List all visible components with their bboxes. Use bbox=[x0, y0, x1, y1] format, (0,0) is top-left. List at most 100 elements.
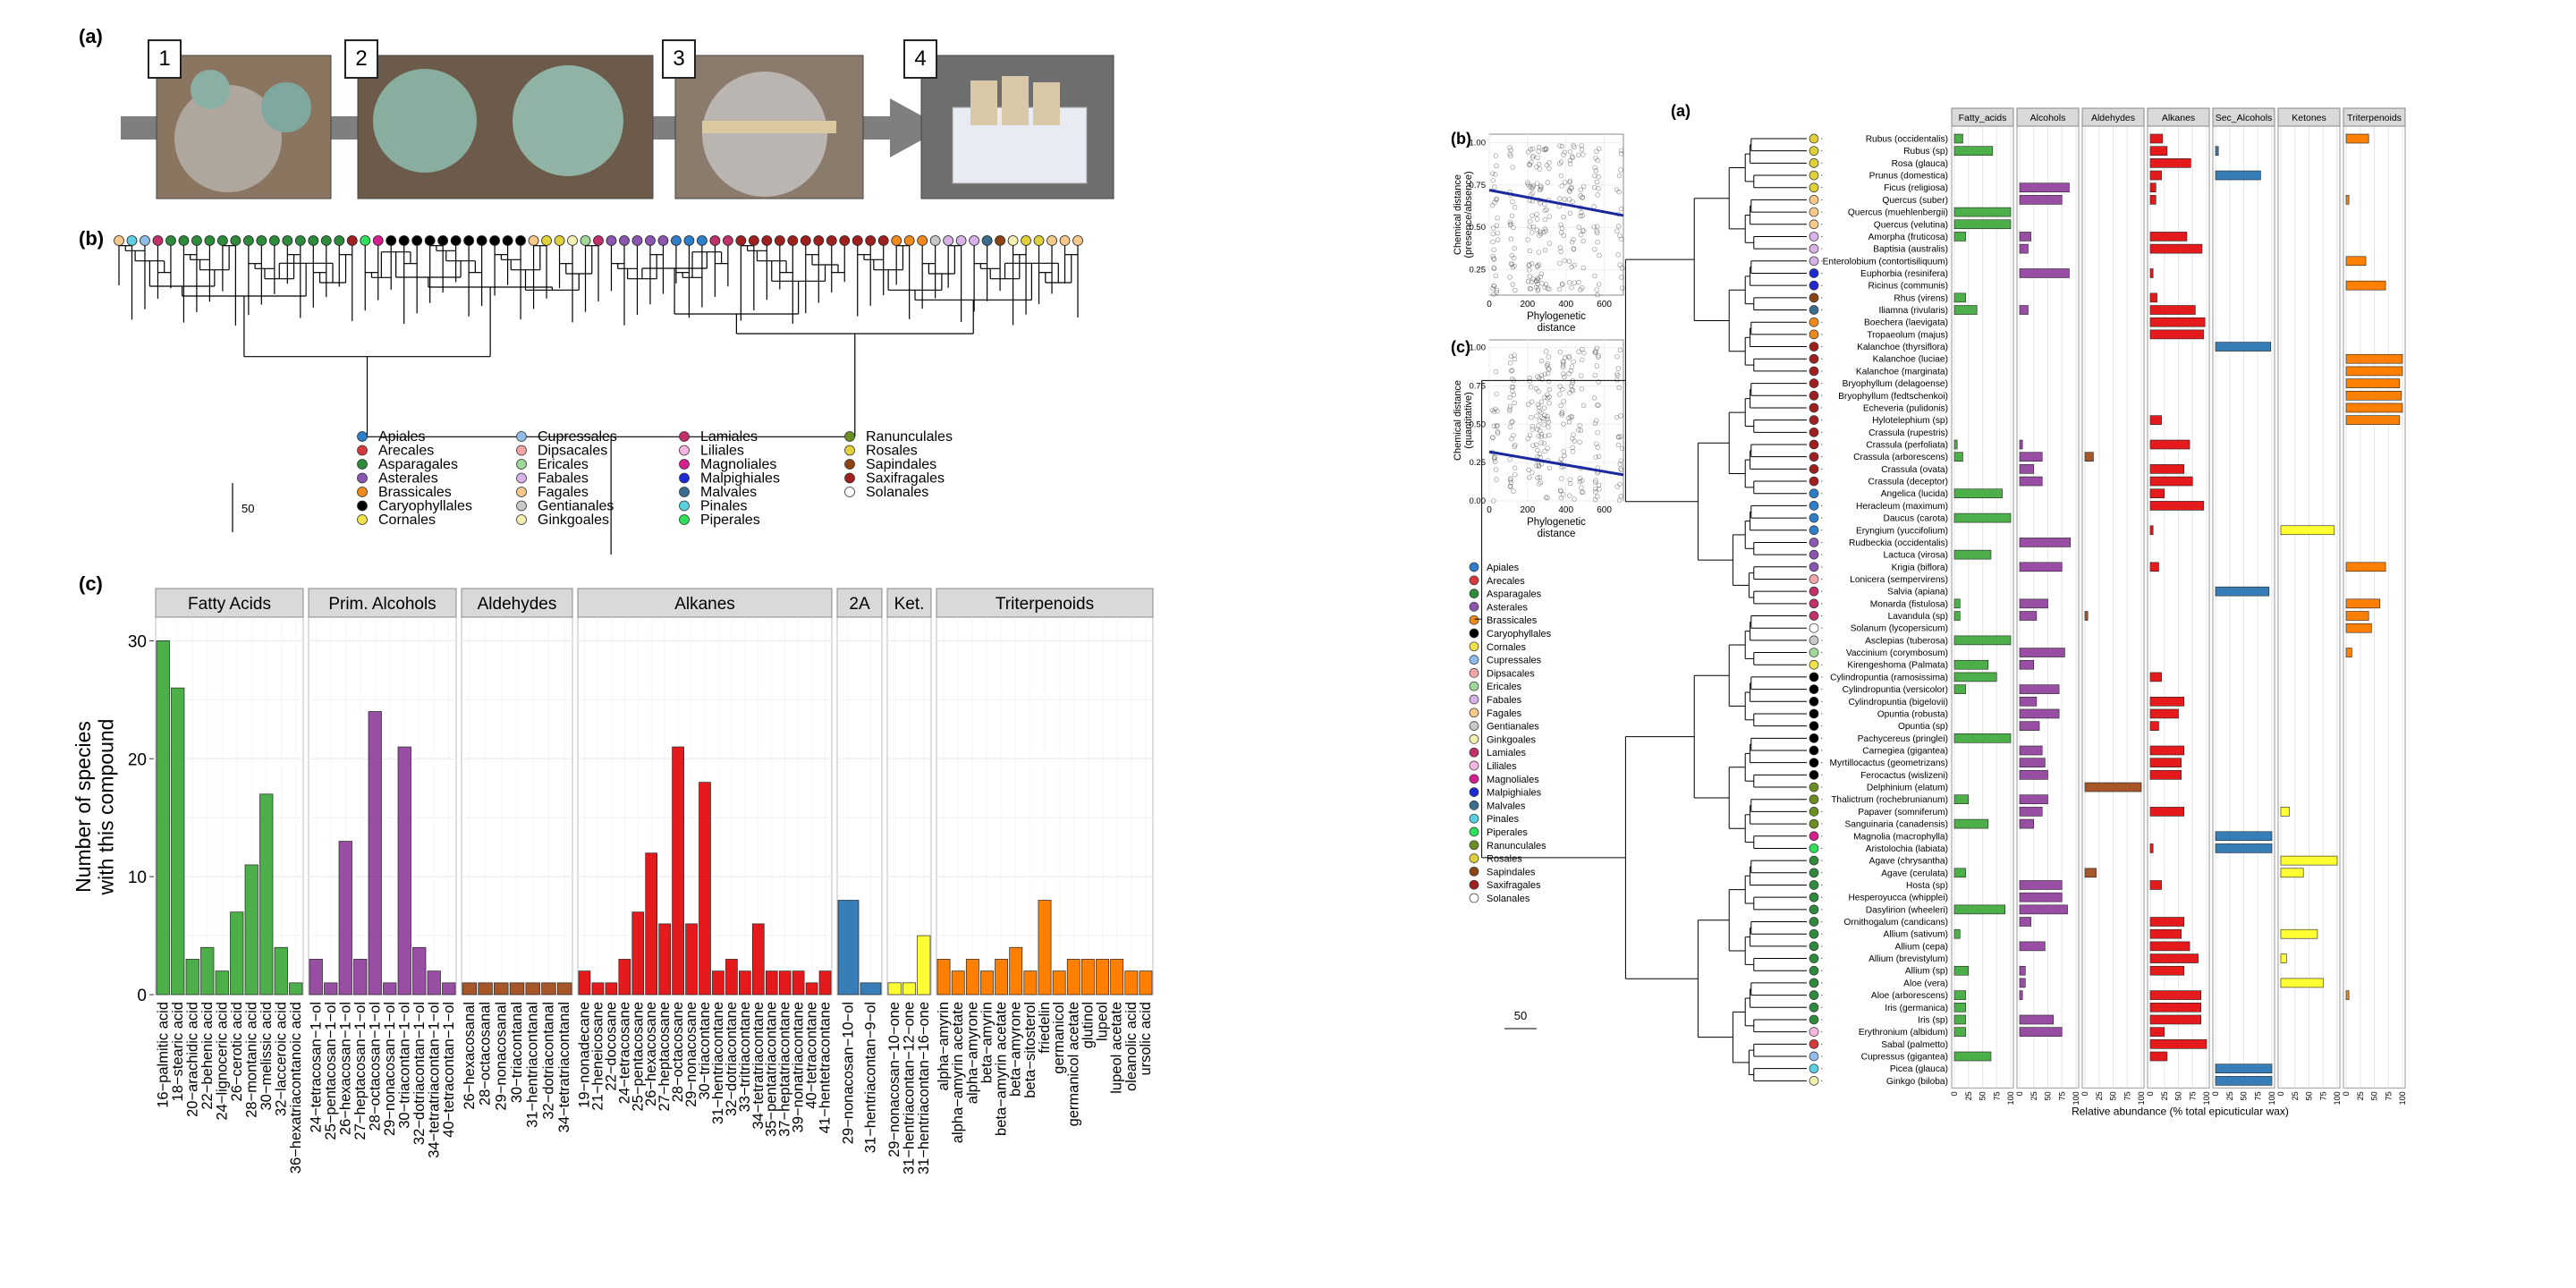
bar bbox=[712, 970, 724, 996]
species-name: Prunus (domestica) bbox=[1869, 172, 1948, 182]
scatter-point bbox=[1536, 262, 1542, 267]
scatter-point bbox=[1509, 376, 1515, 382]
y-tick-label: 30 bbox=[128, 632, 147, 651]
x-tick-label: 100 bbox=[2267, 1091, 2276, 1105]
bar bbox=[427, 970, 441, 996]
step-2-label: 2 bbox=[344, 39, 378, 79]
legend-swatch-arecales bbox=[1469, 575, 1479, 586]
tree-tip-saxifragales bbox=[800, 235, 811, 246]
legend-swatch-malvales bbox=[679, 487, 690, 497]
scatter-point bbox=[1595, 224, 1600, 229]
scatter-point bbox=[1580, 194, 1585, 200]
scatter-point bbox=[1618, 494, 1623, 499]
scatter-point bbox=[1578, 232, 1584, 238]
scatter-point bbox=[1619, 467, 1624, 473]
species-name: Echeveria (pulidonis) bbox=[1863, 403, 1948, 413]
abundance-bar bbox=[1953, 1014, 1966, 1025]
scatter-point bbox=[1490, 285, 1496, 292]
species-name: Crassula (perfoliata) bbox=[1866, 441, 1948, 451]
legend-label-fagales: Fagales bbox=[538, 485, 589, 500]
scatter-point bbox=[1616, 189, 1622, 195]
scatter-point bbox=[1592, 479, 1598, 485]
bar bbox=[1066, 959, 1080, 996]
legend-label-malvales: Malvales bbox=[1487, 801, 1526, 811]
bar bbox=[980, 970, 994, 996]
y-axis-title-line2: (presence/absence) bbox=[1463, 171, 1474, 258]
x-tick-label: lupeol acetate bbox=[1109, 1002, 1125, 1094]
scatter-point bbox=[1542, 394, 1547, 401]
x-tick-label: 50 bbox=[2174, 1091, 2183, 1100]
x-tick-label: 30−melissic acid bbox=[258, 1002, 275, 1111]
x-tick-label: 100 bbox=[2072, 1091, 2080, 1105]
bar bbox=[965, 959, 979, 996]
scatter-point bbox=[1579, 209, 1584, 216]
scatter-point bbox=[1490, 498, 1496, 504]
species-name: Cupressus (gigantea) bbox=[1861, 1053, 1948, 1063]
x-tick-label: 27−heptacosane bbox=[657, 1002, 673, 1112]
species-order-dot bbox=[1809, 574, 1819, 584]
abundance-bar bbox=[2345, 195, 2350, 205]
scatter-point bbox=[1580, 489, 1586, 495]
abundance-bar bbox=[2019, 745, 2043, 756]
legend-swatch-solanales bbox=[1469, 893, 1479, 903]
panel-a-label-left: (a) bbox=[79, 25, 103, 47]
scatter-point bbox=[1580, 183, 1587, 190]
scatter-point bbox=[1534, 164, 1539, 170]
scatter-point bbox=[1493, 172, 1498, 177]
abundance-bar bbox=[2019, 648, 2065, 657]
scatter-point bbox=[1614, 353, 1620, 360]
panel-b-label-right: (b) bbox=[1451, 130, 1471, 148]
bar bbox=[309, 959, 323, 996]
scatter-point bbox=[1534, 413, 1539, 419]
x-tick-label: 75 bbox=[2057, 1091, 2066, 1100]
abundance-bar bbox=[2215, 831, 2273, 842]
bar bbox=[353, 959, 368, 996]
scatter-point bbox=[1591, 224, 1597, 230]
species-name: Monarda (fistulosa) bbox=[1870, 599, 1948, 609]
scatter-point bbox=[1579, 143, 1584, 148]
species-order-dot bbox=[1809, 1051, 1819, 1062]
bar bbox=[672, 746, 684, 996]
bar bbox=[805, 982, 818, 996]
legend-label-magnoliales: Magnoliales bbox=[1487, 775, 1539, 785]
abundance-bar bbox=[2345, 402, 2403, 413]
bar bbox=[412, 946, 427, 996]
species-order-dot bbox=[1809, 855, 1819, 866]
x-tick-label: 30−triacontane bbox=[697, 1002, 713, 1100]
x-tick-label: alpha−amyrin bbox=[936, 1002, 952, 1091]
facet-title: Fatty Acids bbox=[188, 595, 271, 614]
tree-tip-asterales bbox=[657, 235, 669, 246]
scatter-point bbox=[1580, 402, 1587, 409]
abundance-bar bbox=[1953, 305, 1978, 315]
scatter-point bbox=[1494, 287, 1500, 293]
abundance-bar bbox=[2149, 232, 2188, 242]
legend-label-sapindales: Sapindales bbox=[866, 457, 936, 472]
column-title: Sec_Alcohols bbox=[2216, 113, 2273, 123]
tree-tip-apiales bbox=[696, 235, 708, 246]
x-tick-label: 28−octacosan−1−ol bbox=[367, 1002, 383, 1131]
legend-label-ericales: Ericales bbox=[1487, 682, 1522, 692]
x-tick-label: 0 bbox=[2211, 1091, 2220, 1096]
legend-label-saxifragales: Saxifragales bbox=[1487, 880, 1541, 891]
abundance-bar bbox=[1953, 232, 1966, 242]
scatter-point bbox=[1528, 218, 1533, 225]
x-tick-label: glutinol bbox=[1080, 1002, 1096, 1048]
scatter-point bbox=[1493, 153, 1499, 158]
species-name: Thalictrum (rochebrunianum) bbox=[1831, 795, 1948, 805]
abundance-bar bbox=[2149, 476, 2193, 487]
tree-tip-caryophyllales bbox=[502, 235, 513, 246]
tree-tip-asparagales bbox=[165, 235, 176, 246]
scatter-point bbox=[1508, 260, 1514, 267]
abundance-bar bbox=[2149, 292, 2157, 303]
bar bbox=[156, 640, 170, 996]
abundance-bar bbox=[2280, 525, 2335, 536]
x-tick-label: 400 bbox=[1558, 300, 1573, 309]
abundance-bar bbox=[1953, 1002, 1966, 1013]
scatter-point bbox=[1597, 252, 1602, 258]
x-tick-label: 32−dotriacontanal bbox=[540, 1002, 556, 1120]
bar bbox=[658, 923, 671, 996]
bar bbox=[818, 970, 832, 996]
bar bbox=[383, 982, 397, 996]
scatter-point bbox=[1491, 256, 1496, 261]
scatter-point bbox=[1567, 161, 1573, 167]
